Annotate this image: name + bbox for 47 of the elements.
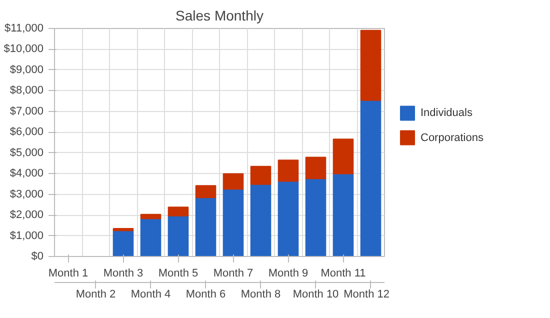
x-tick-label: Month 12 <box>344 288 390 300</box>
x-tick-label: Month 7 <box>213 268 254 280</box>
bar <box>360 100 382 256</box>
y-tick-label: $1,000 <box>10 230 44 242</box>
x-tick-label: Month 9 <box>268 268 308 280</box>
legend-label: Individuals <box>420 107 473 120</box>
y-tick-label: $7,000 <box>10 105 44 118</box>
bar <box>140 218 162 256</box>
y-tick-label: $3,000 <box>10 188 44 200</box>
x-tick-label: Month 8 <box>240 288 281 300</box>
bar <box>195 197 216 256</box>
y-tick-label: $8,000 <box>10 84 44 97</box>
y-tick-label: $2,000 <box>10 209 44 222</box>
x-tick-label: Month 10 <box>292 288 339 300</box>
bar <box>360 30 382 101</box>
bar <box>195 185 216 198</box>
bar <box>112 228 134 232</box>
bar <box>305 178 326 256</box>
y-tick-label: $5,000 <box>10 146 44 159</box>
y-tick-label: $11,000 <box>4 22 44 34</box>
y-tick-label: $0 <box>31 250 44 262</box>
y-tick-label: $6,000 <box>10 126 44 138</box>
bar <box>222 173 244 190</box>
y-tick-label: $9,000 <box>10 64 44 76</box>
bar <box>305 156 326 180</box>
chart-title: Sales Monthly <box>176 8 264 24</box>
bar <box>332 138 354 174</box>
x-tick-label: Month 2 <box>76 288 116 300</box>
legend-label: Corporations <box>420 132 484 144</box>
bar <box>278 180 299 256</box>
bar <box>140 214 162 220</box>
bar <box>278 160 299 182</box>
bar <box>168 206 189 216</box>
x-tick-label: Month 5 <box>158 268 198 280</box>
x-tick-label: Month 3 <box>103 268 144 280</box>
bar <box>222 188 244 256</box>
x-tick-label: Month 1 <box>48 268 88 280</box>
y-tick-label: $4,000 <box>10 168 44 180</box>
x-tick-label: Month 6 <box>186 288 226 300</box>
bar <box>250 184 272 256</box>
bar <box>112 230 134 256</box>
x-tick-label: Month 11 <box>320 268 366 280</box>
bar <box>332 173 354 256</box>
y-tick-label: $10,000 <box>4 43 44 56</box>
bar <box>250 166 272 185</box>
x-tick-label: Month 4 <box>130 288 171 300</box>
bar <box>168 215 189 256</box>
